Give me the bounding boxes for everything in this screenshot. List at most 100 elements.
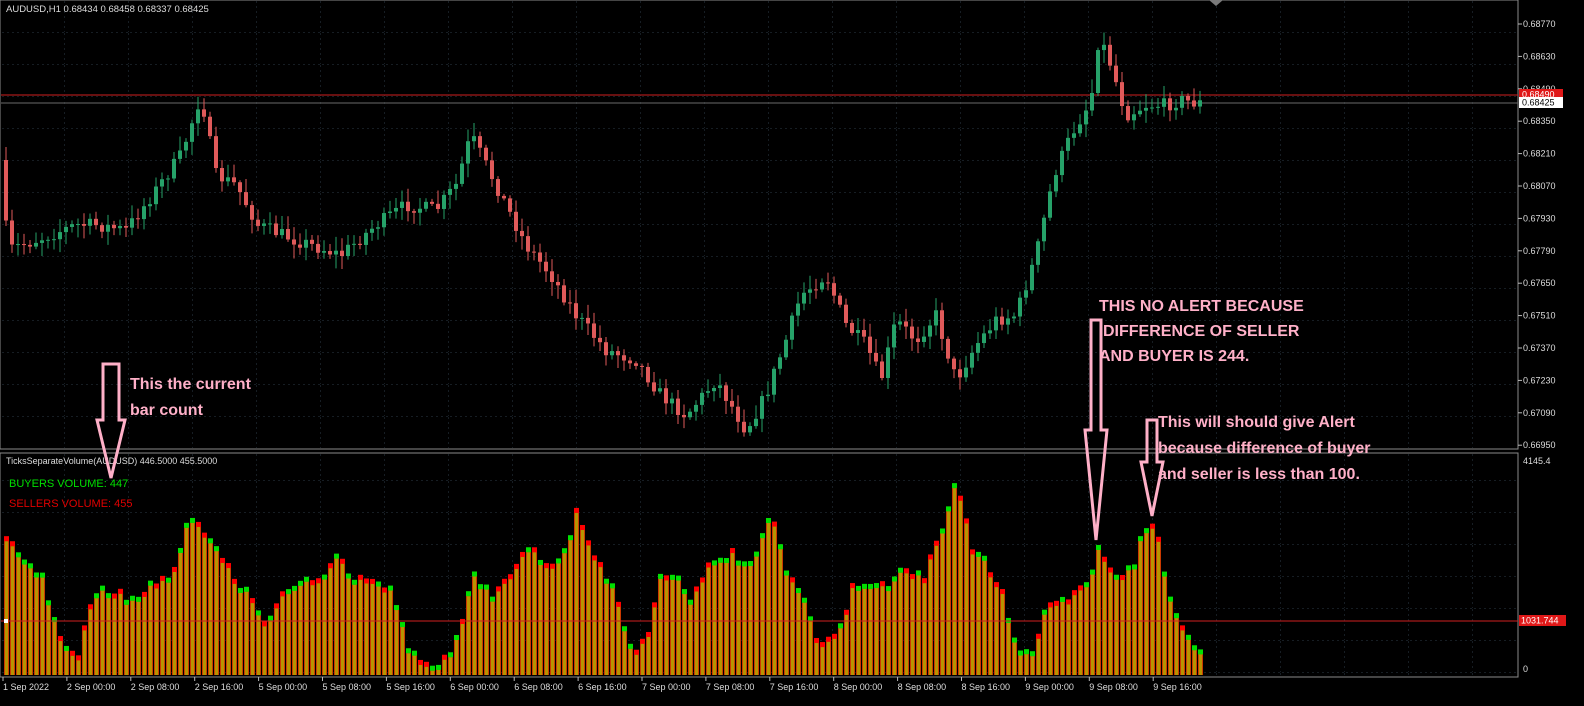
volume-cap-buyer <box>1144 528 1149 534</box>
candle-body <box>520 230 524 237</box>
volume-cap-seller <box>70 650 75 656</box>
volume-bar-buyer <box>995 587 998 675</box>
volume-bar-buyer <box>797 593 800 675</box>
candle-body <box>742 421 746 433</box>
volume-bar-buyer <box>155 588 158 675</box>
volume-bar-buyer <box>29 568 32 675</box>
volume-cap-seller <box>664 575 669 581</box>
volume-cap-buyer <box>538 559 543 565</box>
volume-cap-seller <box>970 549 975 555</box>
volume-cap-seller <box>1000 589 1005 595</box>
volume-bar-buyer <box>1013 642 1016 675</box>
volume-bar-buyer <box>845 614 848 675</box>
volume-cap-buyer <box>52 617 57 623</box>
volume-bar-buyer <box>911 579 914 675</box>
price-panel[interactable]: AUDUSD,H1 0.68434 0.68458 0.68337 0.6842… <box>0 0 1519 450</box>
annotation-current-bar: This the current bar count <box>95 362 252 479</box>
candle-body <box>466 141 470 164</box>
candle-body <box>760 396 764 419</box>
candle-body <box>502 195 506 199</box>
volume-cap-seller <box>1102 556 1107 562</box>
candle-body <box>298 244 302 248</box>
volume-bar-buyer <box>47 605 50 675</box>
candle-body <box>1042 217 1046 242</box>
price-tick-label: 0.66950 <box>1523 440 1556 450</box>
candle-body <box>64 226 68 233</box>
volume-cap-buyer <box>124 599 129 605</box>
volume-bar-buyer <box>1103 561 1106 675</box>
volume-bar-buyer <box>617 606 620 675</box>
candle-body <box>304 239 308 248</box>
candle-body <box>436 203 440 209</box>
volume-cap-buyer <box>568 535 573 541</box>
volume-cap-seller <box>1150 523 1155 529</box>
volume-bar-buyer <box>1043 614 1046 675</box>
candle-body <box>634 363 638 366</box>
volume-cap-buyer <box>1126 565 1131 571</box>
candle-body <box>208 116 212 137</box>
candle-body <box>592 323 596 338</box>
volume-bar-buyer <box>659 578 662 675</box>
volume-cap-buyer <box>712 560 717 566</box>
volume-cap-buyer <box>166 577 171 583</box>
volume-bar-buyer <box>917 575 920 675</box>
candle-body <box>736 406 740 422</box>
volume-bar-buyer <box>527 552 530 675</box>
volume-bar-buyer <box>305 581 308 675</box>
time-tick-label: 6 Sep 16:00 <box>578 682 627 692</box>
volume-cap-buyer <box>1024 649 1029 655</box>
time-tick-label: 7 Sep 00:00 <box>642 682 691 692</box>
volume-bar-buyer <box>1019 655 1022 675</box>
candle-body <box>112 224 116 229</box>
volume-bar-buyer <box>179 552 182 675</box>
candle-body <box>598 337 602 343</box>
volume-cap-seller <box>814 638 819 644</box>
candle-body <box>1192 100 1196 107</box>
volume-cap-buyer <box>214 546 219 552</box>
level-line-handle[interactable] <box>4 619 8 623</box>
volume-cap-buyer <box>784 570 789 576</box>
volume-bar-buyer <box>719 562 722 675</box>
volume-bar-buyer <box>263 626 266 675</box>
volume-bar-buyer <box>317 583 320 675</box>
volume-cap-seller <box>4 536 9 542</box>
time-tick-label: 7 Sep 16:00 <box>770 682 819 692</box>
sellers-volume-label: SELLERS VOLUME: 455 <box>9 498 133 510</box>
chart-shift-marker[interactable] <box>1209 0 1223 6</box>
candle-body <box>970 352 974 368</box>
volume-bar-buyer <box>1169 601 1172 675</box>
volume-cap-seller <box>226 563 231 569</box>
indicator-panel[interactable]: TicksSeparateVolume(AUDUSD) 446.5000 455… <box>0 452 1519 678</box>
volume-cap-buyer <box>346 573 351 579</box>
volume-bar-buyer <box>1139 541 1142 675</box>
volume-bar-buyer <box>611 588 614 675</box>
price-tick-label: 0.68770 <box>1523 19 1556 29</box>
candle-body <box>1072 133 1076 138</box>
candle-body <box>106 224 110 232</box>
volume-cap-buyer <box>976 551 981 557</box>
candle-body <box>1150 107 1154 109</box>
current-price-label: 0.68425 <box>1522 98 1555 108</box>
volume-cap-buyer <box>724 558 729 564</box>
volume-cap-seller <box>820 642 825 648</box>
volume-cap-buyer <box>778 544 783 550</box>
volume-bar-buyer <box>851 588 854 675</box>
volume-cap-seller <box>1108 567 1113 573</box>
candle-body <box>424 201 428 209</box>
annotation-current-bar-line1: This the current <box>130 376 252 393</box>
candle-body <box>1060 150 1064 176</box>
volume-bar-buyer <box>1109 572 1112 675</box>
volume-cap-buyer <box>1084 582 1089 588</box>
volume-bar-buyer <box>563 553 566 675</box>
volume-bar-buyer <box>125 604 128 675</box>
volume-cap-buyer <box>796 588 801 594</box>
candle-body <box>460 163 464 184</box>
volume-bar-buyer <box>197 526 200 675</box>
volume-bar-buyer <box>1079 590 1082 675</box>
volume-cap-seller <box>730 548 735 554</box>
volume-bar-buyer <box>977 556 980 675</box>
candle-body <box>976 343 980 353</box>
volume-cap-seller <box>790 577 795 583</box>
volume-bar-buyer <box>1145 533 1148 675</box>
